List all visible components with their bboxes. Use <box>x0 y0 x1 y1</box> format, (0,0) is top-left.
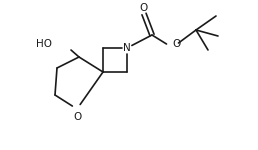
Text: HO: HO <box>36 39 52 49</box>
Text: O: O <box>139 3 147 13</box>
Text: N: N <box>123 43 131 53</box>
Text: O: O <box>73 112 81 122</box>
Text: O: O <box>172 39 180 49</box>
